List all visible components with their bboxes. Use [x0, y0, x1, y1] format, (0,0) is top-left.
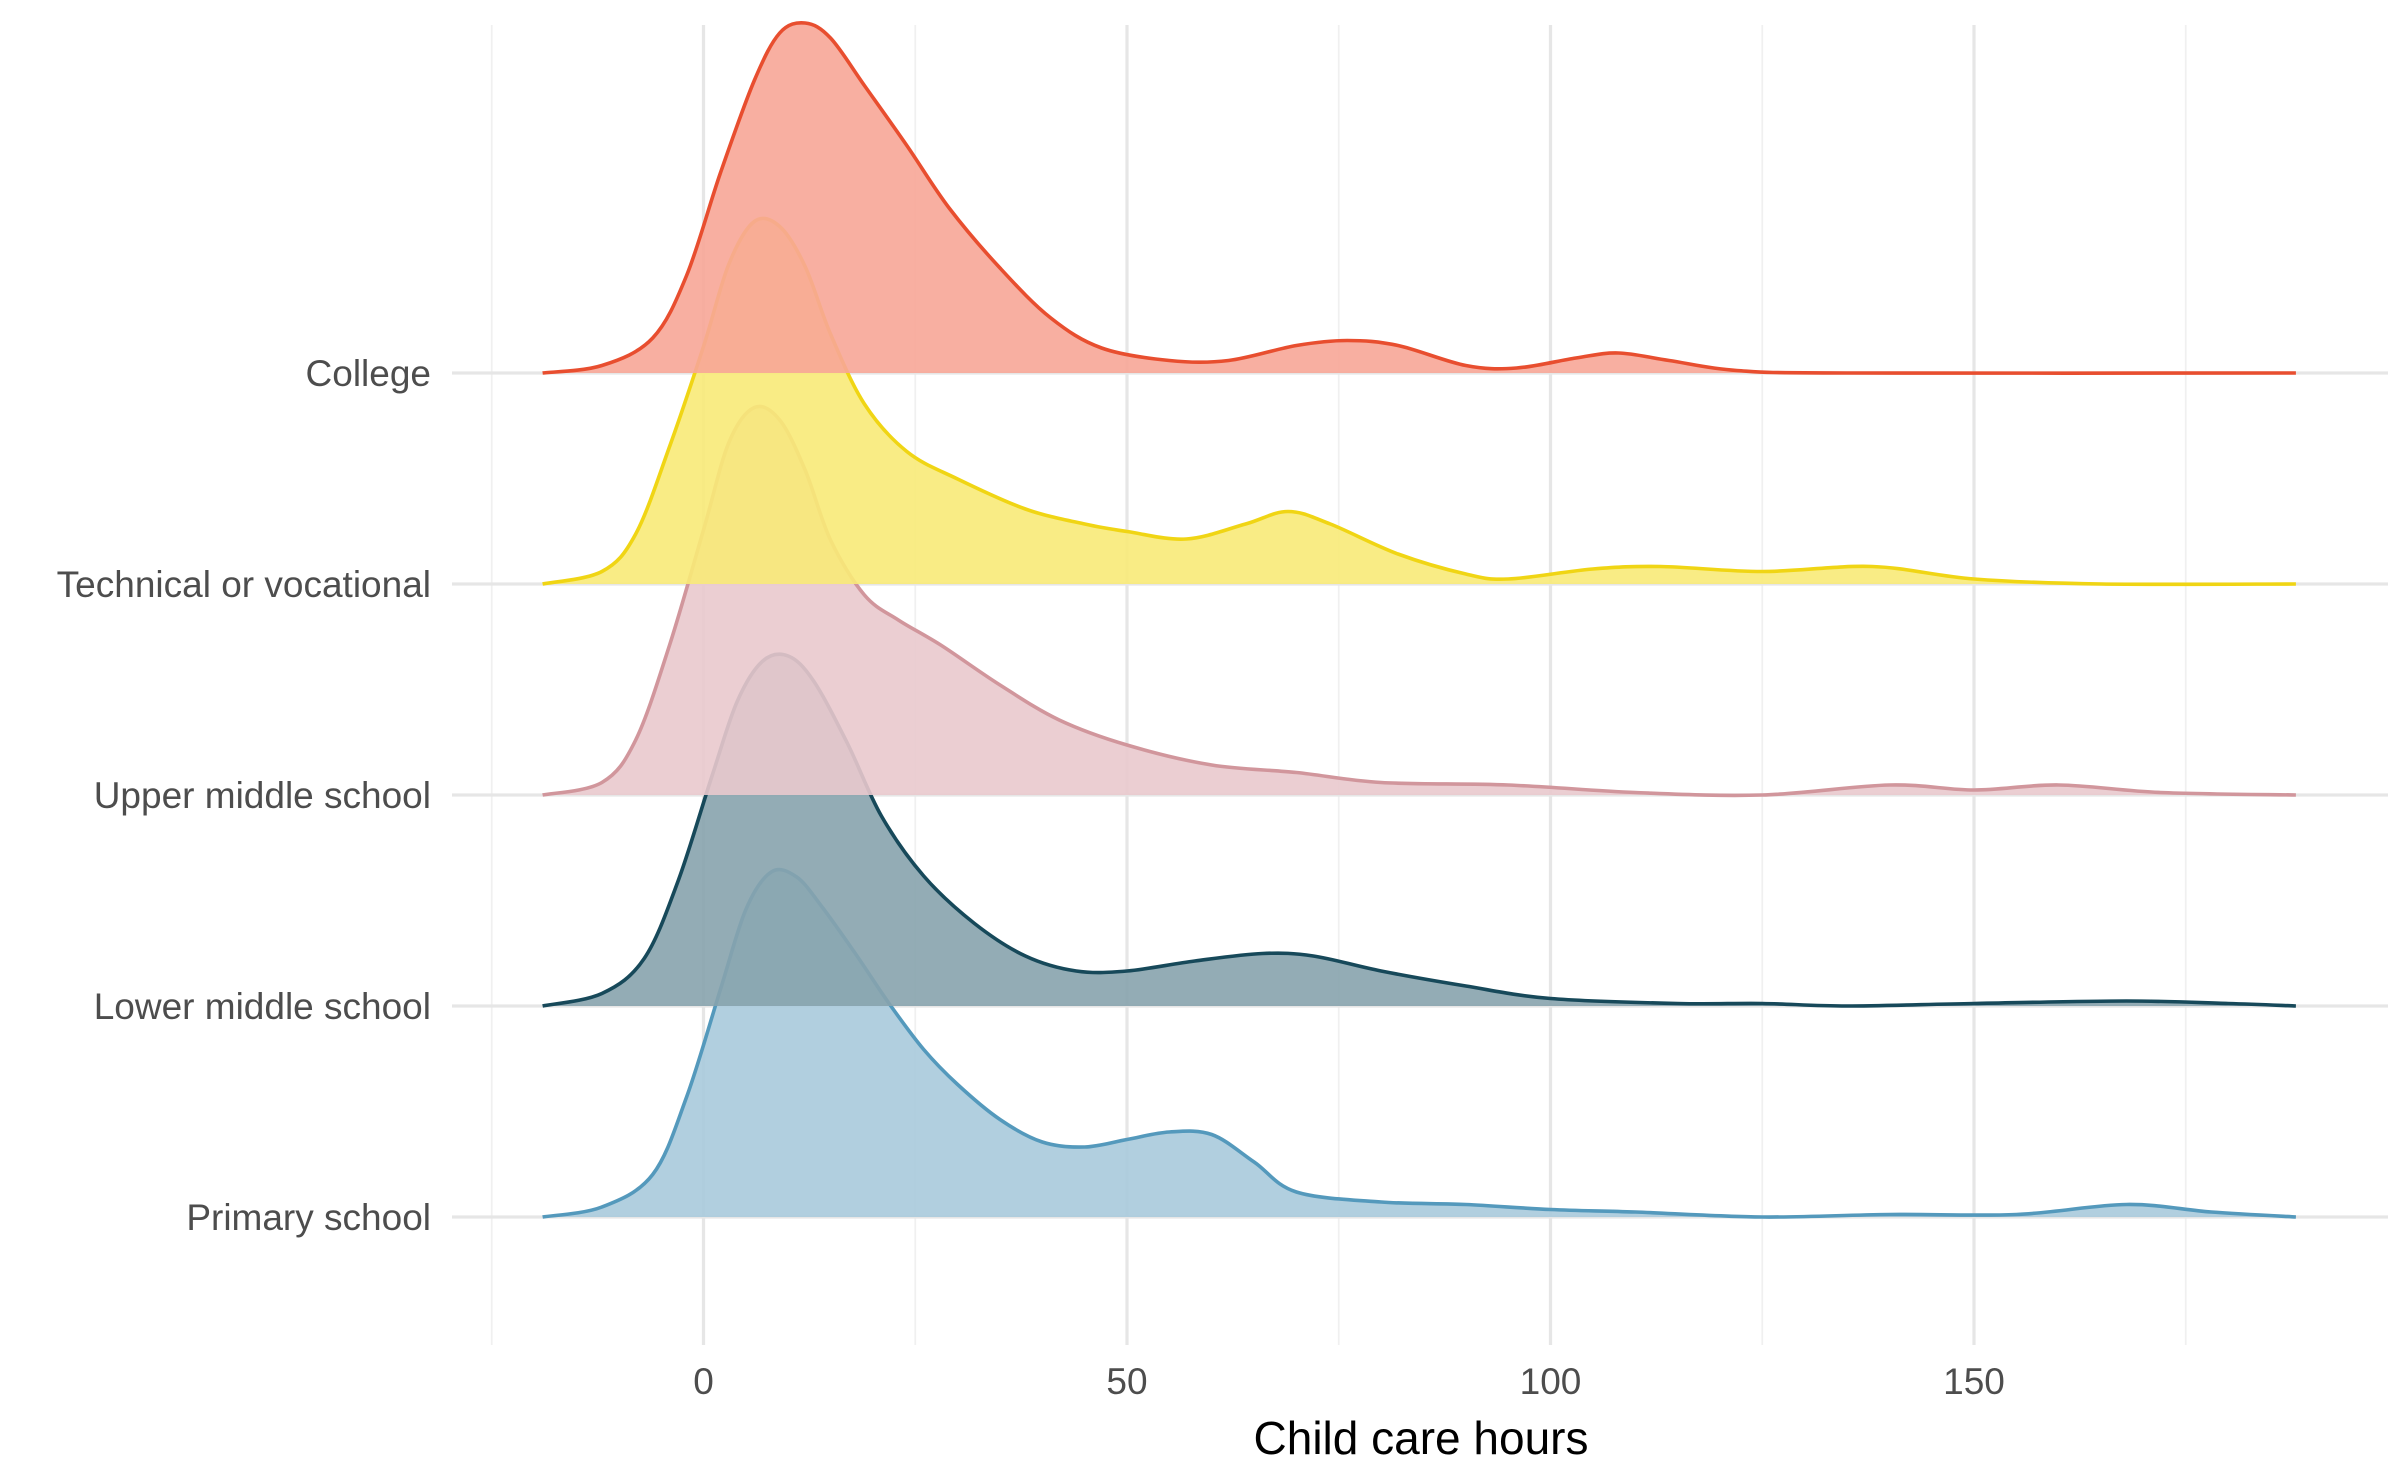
x-tick-label: 150: [1943, 1361, 2005, 1402]
x-axis-title: Child care hours: [1254, 1412, 1589, 1464]
category-label: Upper middle school: [94, 775, 431, 816]
ridge-college: [542, 21, 2296, 375]
ridge-outline: [542, 21, 2296, 375]
category-label: Lower middle school: [94, 986, 431, 1027]
x-axis-labels: 0 50 100 150: [693, 1361, 2005, 1402]
category-label: Technical or vocational: [57, 564, 431, 605]
ridge-area: [542, 869, 2296, 1218]
x-tick-label: 100: [1520, 1361, 1582, 1402]
ridge-area: [542, 654, 2296, 1006]
ridge-area: [542, 22, 2296, 374]
category-label: College: [306, 353, 431, 394]
ridge-area: [542, 406, 2296, 796]
x-tick-label: 50: [1106, 1361, 1147, 1402]
x-tick-label: 0: [693, 1361, 714, 1402]
ridge-area: [542, 218, 2296, 585]
ridges: [542, 21, 2297, 1219]
category-label: Primary school: [186, 1197, 431, 1238]
y-axis-labels: Primary school Lower middle school Upper m…: [57, 353, 431, 1238]
